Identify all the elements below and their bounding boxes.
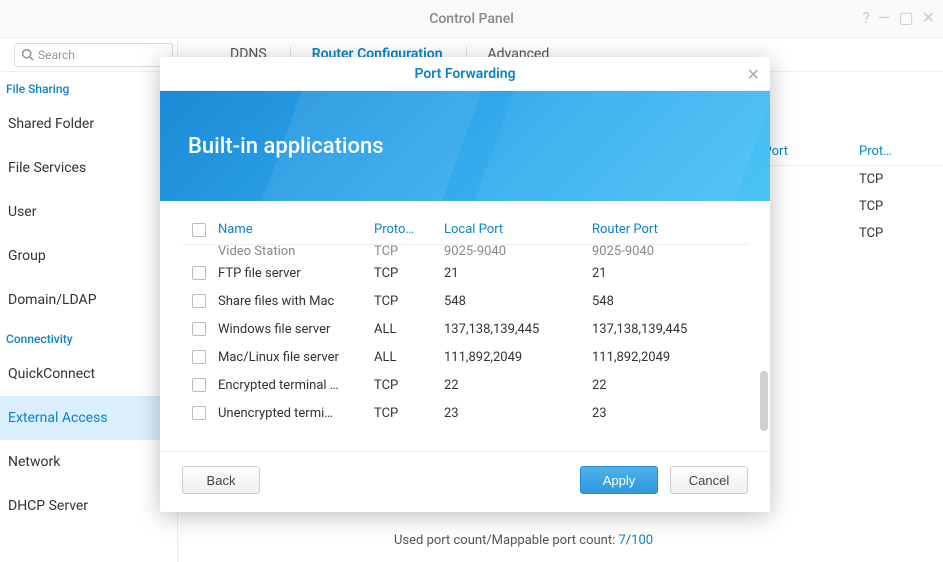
port-count-used: 7 — [618, 533, 625, 548]
search-input[interactable]: Search — [14, 43, 173, 67]
bg-table: er Port Prot… 4 TCP 5 TCP TCP — [743, 138, 943, 247]
sidebar-item-user[interactable]: User — [0, 190, 177, 234]
table-row[interactable]: Video Station TCP 9025-9040 9025-9040 — [182, 245, 748, 259]
row-checkbox[interactable] — [192, 378, 206, 392]
cell-router: 22 — [592, 378, 748, 393]
cell-proto: ALL — [374, 322, 444, 337]
port-forwarding-modal: Port Forwarding ✕ Built-in applications … — [160, 57, 770, 512]
apply-button[interactable]: Apply — [580, 466, 658, 494]
cell-name: FTP file server — [216, 266, 374, 281]
bg-table-header: er Port Prot… — [743, 138, 943, 166]
modal-footer: Back Apply Cancel — [160, 451, 770, 512]
sidebar-item-group[interactable]: Group — [0, 234, 177, 278]
cell-local: 21 — [444, 266, 592, 281]
bg-table-row[interactable]: 5 TCP — [743, 193, 943, 220]
modal-hero: Built-in applications — [160, 91, 770, 201]
maximize-icon[interactable]: ▢ — [898, 8, 913, 27]
modal-body: Name Proto… Local Port Router Port Video… — [160, 201, 770, 451]
help-icon[interactable]: ? — [862, 8, 870, 27]
table-header: Name Proto… Local Port Router Port — [182, 215, 748, 245]
cancel-button[interactable]: Cancel — [670, 466, 748, 494]
bg-col-proto-header[interactable]: Prot… — [853, 144, 933, 159]
table-scroll[interactable]: Video Station TCP 9025-9040 9025-9040 FT… — [182, 245, 748, 435]
sidebar-item-external-access[interactable]: External Access — [0, 396, 177, 440]
sidebar-item-shared-folder[interactable]: Shared Folder — [0, 102, 177, 146]
search-row: Search — [0, 38, 177, 72]
port-count: Used port count/Mappable port count: 7/1… — [394, 533, 653, 548]
sidebar-item-network[interactable]: Network — [0, 440, 177, 484]
sidebar-section-file-sharing: File Sharing — [0, 72, 177, 102]
cell-proto: TCP — [374, 294, 444, 309]
select-all-checkbox[interactable] — [192, 223, 206, 237]
sidebar-item-dhcp-server[interactable]: DHCP Server — [0, 484, 177, 528]
table-row[interactable]: FTP file server TCP 21 21 — [182, 259, 748, 287]
bg-table-row[interactable]: TCP — [743, 220, 943, 247]
cell-name: Unencrypted termi… — [216, 406, 374, 421]
col-router-header[interactable]: Router Port — [592, 222, 748, 237]
close-icon[interactable]: ✕ — [922, 8, 935, 27]
bg-table-row[interactable]: 4 TCP — [743, 166, 943, 193]
cell-name: Share files with Mac — [216, 294, 374, 309]
titlebar: Control Panel ? — ▢ ✕ — [0, 0, 943, 38]
col-local-header[interactable]: Local Port — [444, 222, 592, 237]
row-checkbox[interactable] — [192, 294, 206, 308]
cell-name: Video Station — [216, 245, 374, 259]
table-row[interactable]: Unencrypted termi… TCP 23 23 — [182, 399, 748, 427]
cell-local: 9025-9040 — [444, 245, 592, 259]
cell-router: 21 — [592, 266, 748, 281]
sidebar: Search File Sharing Shared Folder File S… — [0, 38, 178, 562]
cell-router: 23 — [592, 406, 748, 421]
sidebar-section-connectivity: Connectivity — [0, 322, 177, 352]
sidebar-item-quickconnect[interactable]: QuickConnect — [0, 352, 177, 396]
modal-title: Port Forwarding — [414, 66, 515, 82]
modal-hero-title: Built-in applications — [188, 134, 384, 159]
row-checkbox[interactable] — [192, 350, 206, 364]
col-name-header[interactable]: Name — [216, 222, 374, 237]
minimize-icon[interactable]: — — [878, 8, 891, 27]
cell-local: 22 — [444, 378, 592, 393]
back-button[interactable]: Back — [182, 466, 260, 494]
cell-local: 548 — [444, 294, 592, 309]
table-row[interactable]: Share files with Mac TCP 548 548 — [182, 287, 748, 315]
sidebar-item-file-services[interactable]: File Services — [0, 146, 177, 190]
row-checkbox[interactable] — [192, 322, 206, 336]
row-checkbox[interactable] — [192, 406, 206, 420]
window-title: Control Panel — [429, 11, 514, 27]
scrollbar-thumb[interactable] — [760, 371, 768, 431]
window-controls: ? — ▢ ✕ — [862, 8, 935, 27]
row-checkbox[interactable] — [192, 266, 206, 280]
bg-cell-proto: TCP — [853, 226, 933, 241]
table-row[interactable]: Encrypted terminal … TCP 22 22 — [182, 371, 748, 399]
cell-router: 9025-9040 — [592, 245, 748, 259]
modal-close-icon[interactable]: ✕ — [747, 65, 760, 84]
cell-router: 137,138,139,445 — [592, 322, 748, 337]
table-row[interactable]: Mac/Linux file server ALL 111,892,2049 1… — [182, 343, 748, 371]
cell-router: 548 — [592, 294, 748, 309]
cell-proto: TCP — [374, 378, 444, 393]
cell-local: 111,892,2049 — [444, 350, 592, 365]
cell-local: 137,138,139,445 — [444, 322, 592, 337]
table-row[interactable]: Windows file server ALL 137,138,139,445 … — [182, 315, 748, 343]
search-icon — [21, 48, 34, 61]
cell-name: Encrypted terminal … — [216, 378, 374, 393]
cell-proto: TCP — [374, 245, 444, 259]
cell-proto: ALL — [374, 350, 444, 365]
bg-cell-proto: TCP — [853, 199, 933, 214]
bg-cell-proto: TCP — [853, 172, 933, 187]
cell-local: 23 — [444, 406, 592, 421]
port-count-total: 100 — [631, 533, 653, 548]
port-count-label: Used port count/Mappable port count: — [394, 533, 618, 548]
search-placeholder: Search — [38, 48, 75, 62]
modal-titlebar: Port Forwarding ✕ — [160, 57, 770, 91]
sidebar-item-domain-ldap[interactable]: Domain/LDAP — [0, 278, 177, 322]
cell-proto: TCP — [374, 266, 444, 281]
cell-proto: TCP — [374, 406, 444, 421]
col-proto-header[interactable]: Proto… — [374, 222, 444, 237]
cell-name: Windows file server — [216, 322, 374, 337]
cell-router: 111,892,2049 — [592, 350, 748, 365]
cell-name: Mac/Linux file server — [216, 350, 374, 365]
